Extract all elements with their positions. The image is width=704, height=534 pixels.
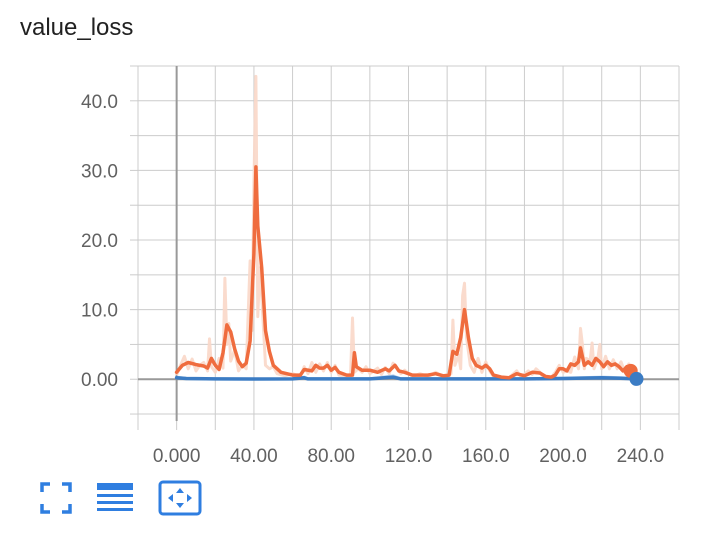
- chart-title: value_loss: [20, 14, 134, 41]
- list-icon: [97, 483, 133, 511]
- x-tick-label: 80.00: [307, 446, 355, 467]
- x-tick-label: 40.00: [230, 446, 278, 467]
- x-tick-labels: 0.000 40.00 80.00 120.0 160.0 200.0 240.0: [153, 446, 664, 467]
- chart-svg[interactable]: 0.000 40.00 80.00 120.0 160.0 200.0 240.0 0.00…: [0, 0, 704, 470]
- y-tick-label: 30.0: [81, 161, 118, 182]
- y-tick-label: 0.00: [81, 370, 118, 391]
- series-end-marker: [629, 371, 644, 386]
- smoothed-series-lines: [174, 165, 639, 381]
- chart-grid: [130, 65, 680, 430]
- fullscreen-button[interactable]: [38, 480, 74, 516]
- x-tick-label: 0.000: [153, 446, 201, 467]
- y-tick-label: 40.0: [81, 92, 118, 113]
- fullscreen-icon: [40, 482, 72, 514]
- smoothed-series-line: [174, 165, 633, 380]
- smoothed-series-line: [174, 375, 639, 381]
- series-end-markers: [623, 363, 644, 386]
- raw-series-lines: [175, 74, 637, 381]
- x-tick-label: 120.0: [385, 446, 433, 467]
- y-tick-label: 20.0: [81, 231, 118, 252]
- toggle-data-button[interactable]: [96, 480, 133, 516]
- fit-domain-icon: [158, 480, 202, 516]
- x-tick-label: 160.0: [462, 446, 510, 467]
- y-tick-label: 10.0: [81, 301, 118, 322]
- fit-domain-button[interactable]: [158, 480, 202, 516]
- y-tick-labels: 0.00 10.0 20.0 30.0 40.0: [81, 92, 118, 391]
- x-tick-label: 200.0: [539, 446, 587, 467]
- x-tick-label: 240.0: [617, 446, 665, 467]
